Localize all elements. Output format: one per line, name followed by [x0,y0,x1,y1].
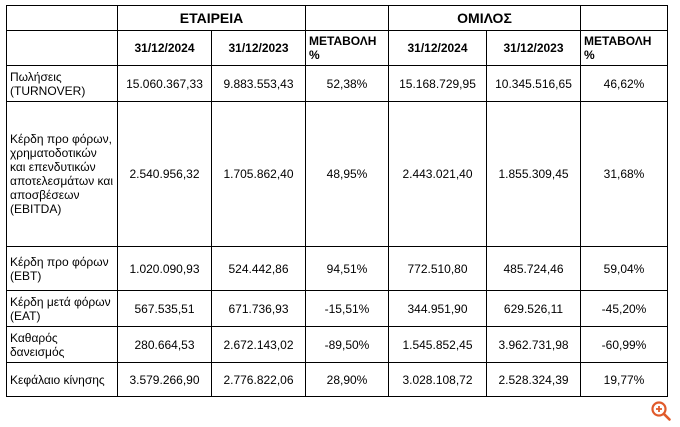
table-row: Πωλήσεις (TURNOVER) 15.060.367,33 9.883.… [6,65,669,102]
group-header: ΟΜΙΛΟΣ [387,5,582,31]
table-row: Κεφάλαιο κίνησης 3.579.266,90 2.776.822,… [6,362,669,397]
company-value-2023: 2.672.143,02 [211,326,306,363]
company-value-2024: 1.020.090,93 [117,246,212,291]
group-change: 19,77% [580,362,669,397]
company-value-2023: 671.736,93 [211,290,306,327]
group-value-2023: 10.345.516,65 [485,65,582,102]
group-change: 31,68% [580,101,669,247]
row-label: Πωλήσεις (TURNOVER) [6,65,118,102]
table-row: Κέρδη προ φόρων (EBT) 1.020.090,93 524.4… [6,246,669,291]
group-value-2023: 1.855.309,45 [485,101,582,247]
company-change: 28,90% [305,362,389,397]
group-value-2024: 344.951,90 [388,290,487,327]
company-value-2023: 9.883.553,43 [211,65,306,102]
row-label: Κέρδη προ φόρων, χρηματοδοτικών και επεν… [6,101,118,247]
group-value-2024: 3.028.108,72 [388,362,487,397]
group-change: 59,04% [580,246,669,291]
row-label: Κεφάλαιο κίνησης [6,362,118,397]
group-value-2023: 3.962.731,98 [485,326,582,363]
row-label: Καθαρός δανεισμός [6,326,118,363]
group-change: -45,20% [580,290,669,327]
group-value-2024: 15.168.729,95 [388,65,487,102]
company-value-2023: 2.776.822,06 [211,362,306,397]
company-value-2024: 567.535,51 [117,290,212,327]
company-value-2023: 1.705.862,40 [211,101,306,247]
table-row: Κέρδη προ φόρων, χρηματοδοτικών και επεν… [6,101,669,247]
row-label: Κέρδη προ φόρων (EBT) [6,246,118,291]
group-change: -60,99% [580,326,669,363]
table-row: Κέρδη μετά φόρων (EAT) 567.535,51 671.73… [6,290,669,327]
company-change: 48,95% [305,101,389,247]
label-header-cell [6,30,118,66]
company-change: 94,51% [305,246,389,291]
group-spacer-cell [580,5,669,31]
group-value-2024: 2.443.021,40 [388,101,487,247]
group-date-2024: 31/12/2024 [388,30,487,66]
zoom-button[interactable] [650,400,672,422]
company-change-header: ΜΕΤΑΒΟΛΗ % [305,30,389,66]
corner-cell [6,5,118,31]
table-row: Καθαρός δανεισμός 280.664,53 2.672.143,0… [6,326,669,363]
company-header: ΕΤΑΙΡΕΙΑ [117,5,306,31]
group-change: 46,62% [580,65,669,102]
company-value-2024: 2.540.956,32 [117,101,212,247]
company-date-2023: 31/12/2023 [211,30,306,66]
company-change: 52,38% [305,65,389,102]
company-date-2024: 31/12/2024 [117,30,212,66]
company-spacer-cell [305,5,389,31]
company-value-2023: 524.442,86 [211,246,306,291]
row-label: Κέρδη μετά φόρων (EAT) [6,290,118,327]
company-value-2024: 280.664,53 [117,326,212,363]
group-change-header: ΜΕΤΑΒΟΛΗ % [580,30,669,66]
zoom-in-icon [651,401,671,421]
financial-table: ΕΤΑΙΡΕΙΑ ΟΜΙΛΟΣ 31/12/2024 31/12/2023 ΜΕ… [6,5,669,397]
group-value-2024: 1.545.852,45 [388,326,487,363]
group-header-row: ΕΤΑΙΡΕΙΑ ΟΜΙΛΟΣ [6,5,669,31]
group-date-2023: 31/12/2023 [485,30,582,66]
company-change: -89,50% [305,326,389,363]
company-change: -15,51% [305,290,389,327]
group-value-2023: 485.724,46 [485,246,582,291]
company-value-2024: 15.060.367,33 [117,65,212,102]
company-value-2024: 3.579.266,90 [117,362,212,397]
date-header-row: 31/12/2024 31/12/2023 ΜΕΤΑΒΟΛΗ % 31/12/2… [6,30,669,66]
group-value-2023: 629.526,11 [485,290,582,327]
group-value-2024: 772.510,80 [388,246,487,291]
group-value-2023: 2.528.324,39 [485,362,582,397]
